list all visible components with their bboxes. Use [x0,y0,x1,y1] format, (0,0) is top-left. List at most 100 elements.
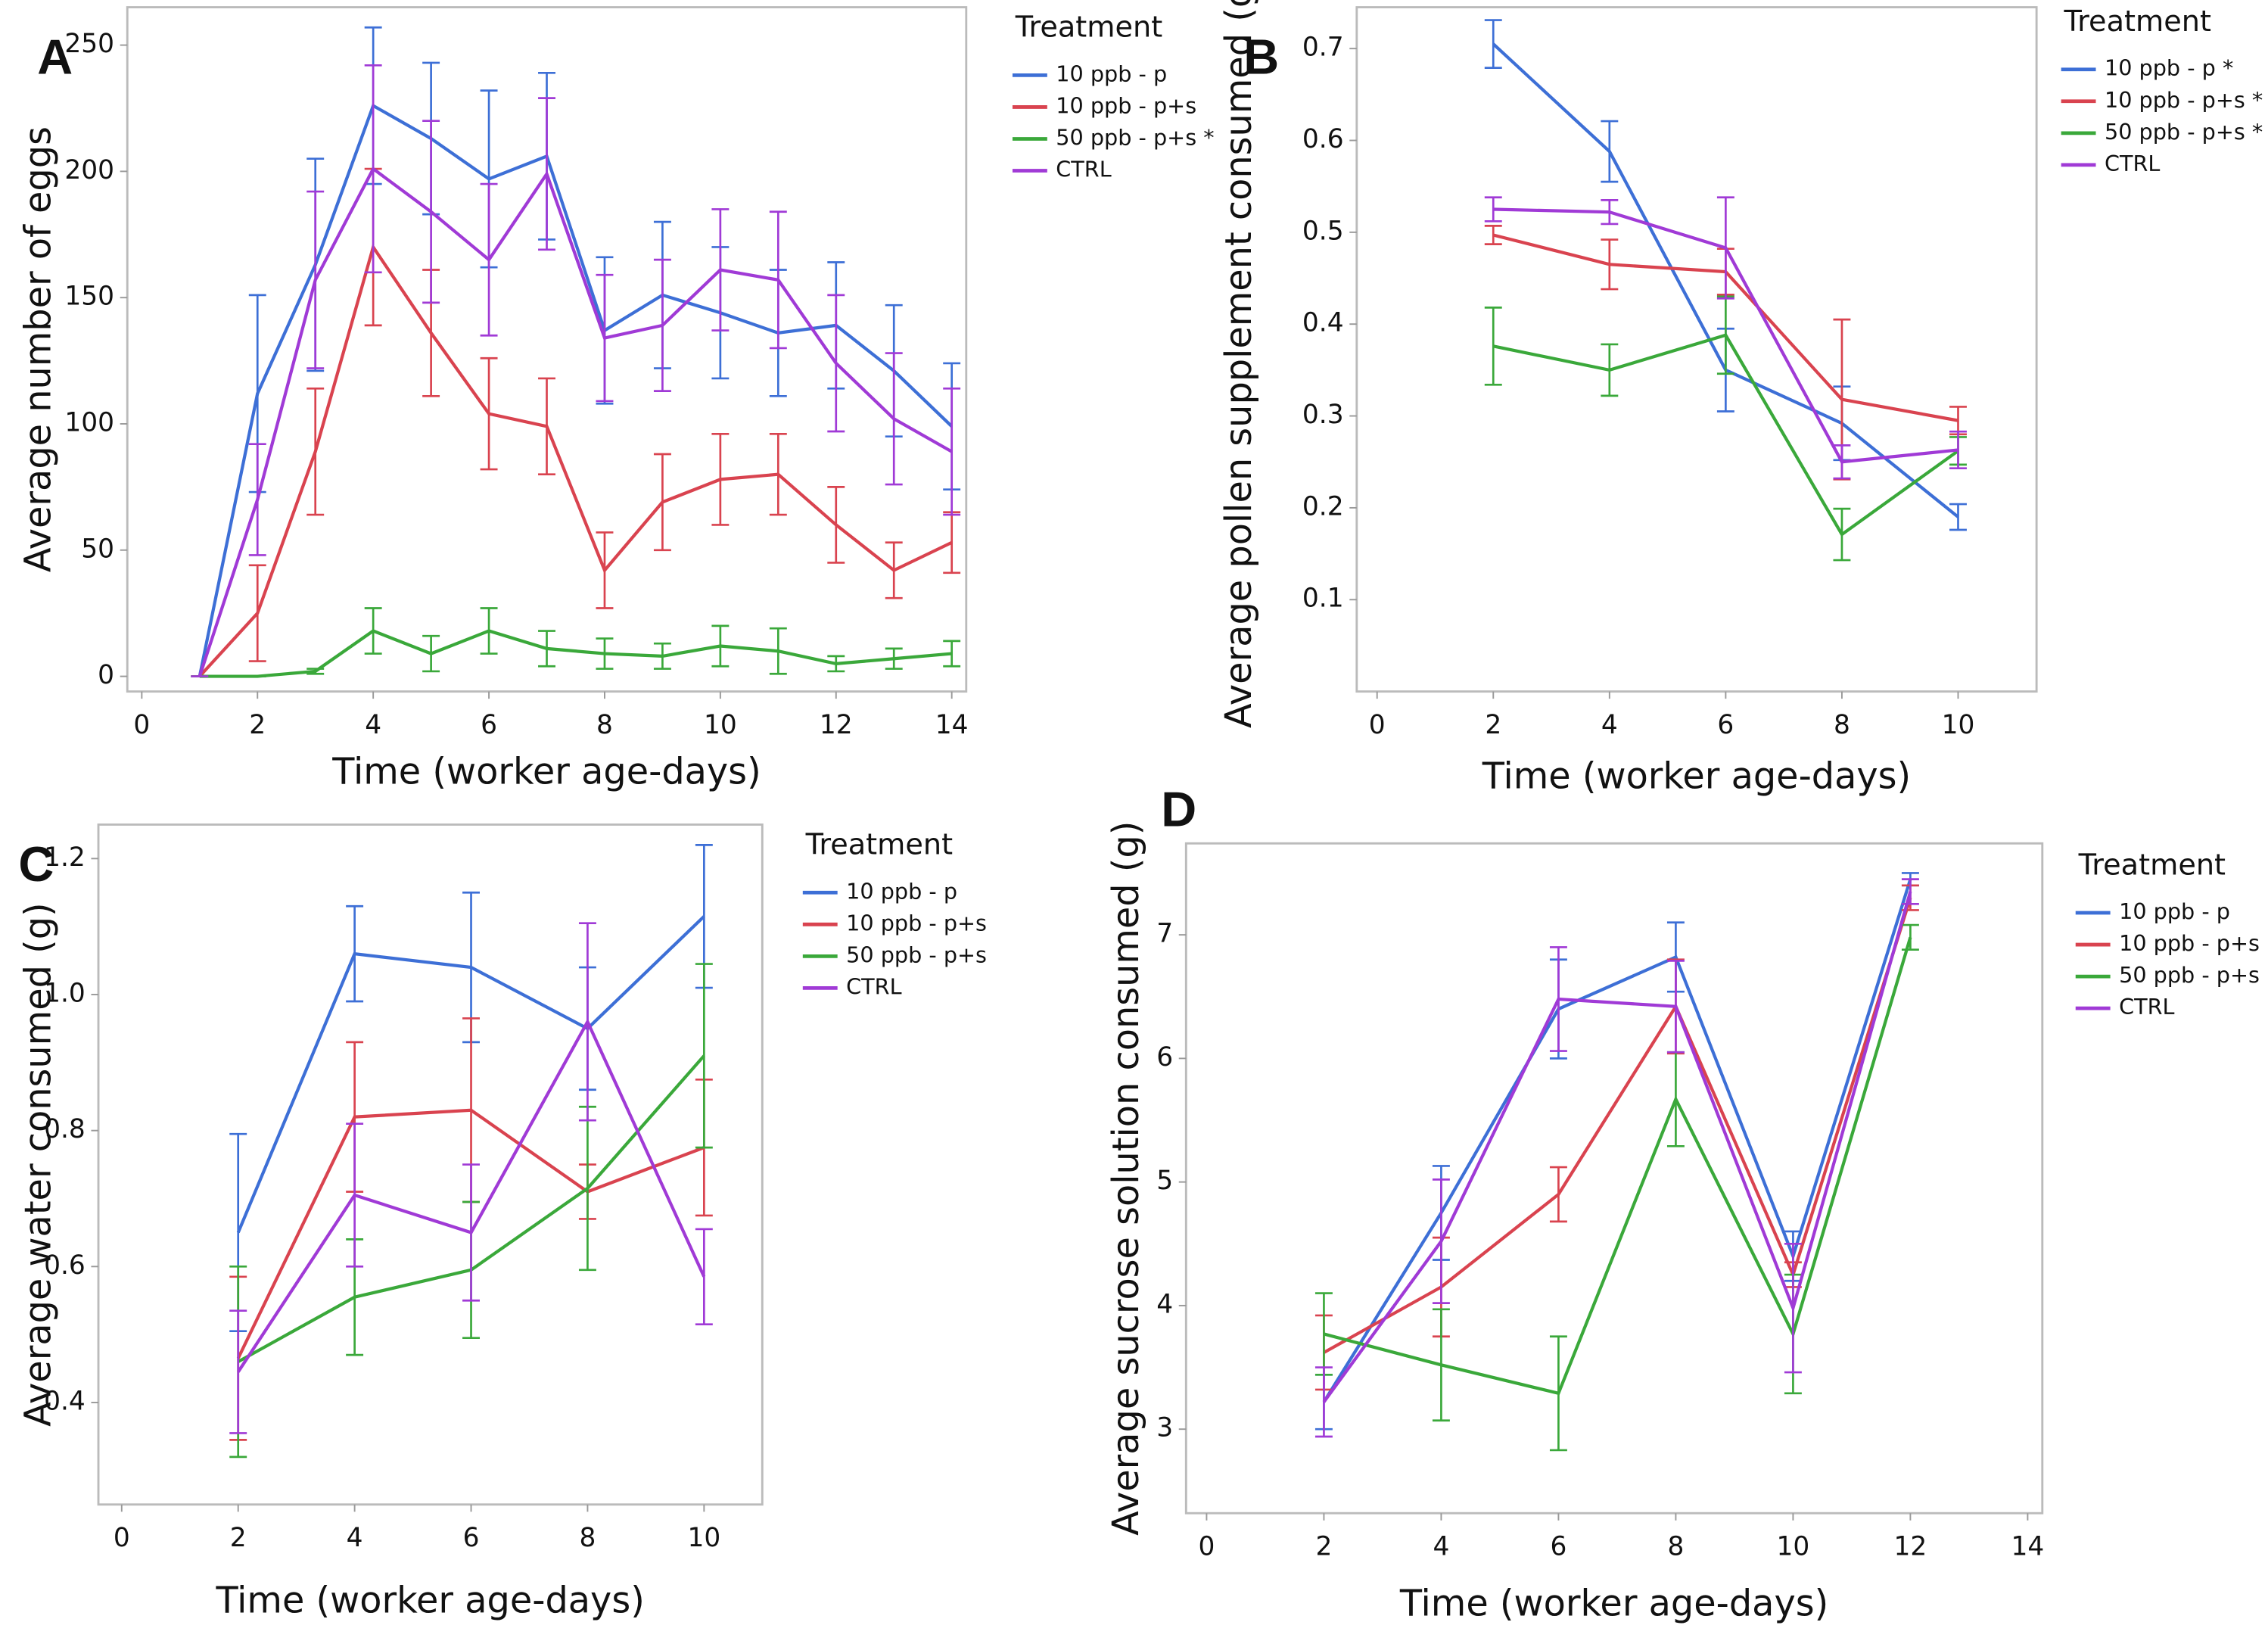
x-tick-label: 0 [1369,710,1386,740]
legend-title: Treatment [1015,11,1162,45]
x-tick-label: 8 [1667,1532,1684,1562]
x-tick-label: 2 [230,1523,247,1553]
error-bar [229,1309,247,1434]
legend-label: 10 ppb - p+s * [2105,87,2263,113]
y-tick-label: 4 [1156,1289,1173,1319]
legend-label: 10 ppb - p+s [1056,92,1196,118]
series-line [199,629,952,678]
x-tick-label: 10 [704,710,737,740]
series-line [1323,936,1912,1396]
legend-label: 50 ppb - p+s * [2105,119,2263,145]
y-tick-label: 3 [1156,1413,1173,1443]
series-line [236,1108,705,1359]
x-tick-label: 10 [1942,710,1975,740]
x-tick-label: 2 [1485,710,1501,740]
y-axis-label: Average number of eggs [18,126,60,572]
legend-label: 10 ppb - p [2119,898,2230,924]
x-axis-label: Time (worker age-days) [1399,1583,1828,1625]
legend-label: 50 ppb - p+s [846,942,987,967]
plot-frame [1355,6,2038,693]
y-axis-label: Average sucrose solution consumed (g) [1106,821,1147,1536]
x-tick-label: 4 [1601,710,1618,740]
x-tick-label: 0 [114,1523,130,1553]
x-tick-label: 10 [1777,1532,1810,1562]
panel-label: D [1161,781,1196,836]
y-axis-label: Average water consumed (g) [18,902,60,1427]
y-tick-label: 0.3 [1302,400,1344,430]
x-tick-label: 10 [687,1523,720,1553]
panel-label: B [1243,29,1279,84]
y-tick-label: 0 [98,660,114,690]
error-bar [1484,225,1502,245]
error-bar [943,387,961,516]
legend-label: CTRL [2105,151,2160,176]
y-tick-label: 5 [1156,1166,1173,1196]
y-tick-label: 50 [81,534,114,564]
series-line [1322,879,1912,1403]
series-line [1322,891,1912,1403]
x-tick-label: 2 [1315,1532,1332,1562]
error-bar [943,640,961,668]
series-line [1323,897,1912,1354]
error-bar [1314,1366,1333,1438]
error-bar [1949,503,1967,531]
y-axis-label: Average pollen supplement consumed (g) [1218,0,1260,728]
y-tick-label: 0.4 [44,1386,86,1416]
error-bar [695,1228,713,1326]
legend-label: 10 ppb - p+s [2119,930,2260,956]
x-tick-label: 6 [1550,1532,1566,1562]
y-tick-label: 0.6 [1302,124,1344,154]
x-tick-label: 0 [1198,1532,1215,1562]
plot-frame [97,824,764,1506]
series-line [1492,333,1959,537]
legend-title: Treatment [2063,5,2210,39]
x-tick-label: 14 [935,710,969,740]
x-tick-label: 4 [1433,1532,1449,1562]
legend-label: 50 ppb - p+s * [1056,124,1214,150]
series-line [1493,207,1958,464]
y-tick-label: 200 [64,155,114,185]
y-tick-label: 0.5 [1302,216,1344,246]
series-line [198,243,953,678]
x-tick-label: 12 [820,710,853,740]
error-bar [1484,196,1502,223]
error-bar [1901,878,1919,905]
panel-label: C [18,836,54,892]
x-tick-label: 6 [463,1523,480,1553]
legend-title: Treatment [2078,848,2226,882]
y-tick-label: 1.0 [44,979,86,1009]
plot-frame [126,6,968,693]
y-tick-label: 7 [1156,919,1173,949]
series-line [198,166,953,677]
x-axis-label: Time (worker age-days) [1482,755,1911,797]
y-tick-label: 1.2 [44,842,86,873]
x-tick-label: 6 [481,710,497,740]
legend-label: 10 ppb - p * [2105,55,2233,81]
y-tick-label: 250 [64,29,114,59]
legend-label: 50 ppb - p+s [2119,962,2260,988]
y-tick-label: 6 [1156,1042,1173,1073]
x-axis-label: Time (worker age-days) [215,1580,644,1622]
y-tick-label: 150 [64,282,114,312]
x-tick-label: 8 [1834,710,1850,740]
legend-label: CTRL [1056,157,1111,182]
x-tick-label: 4 [347,1523,363,1553]
series-line [236,1018,706,1373]
error-bar [1484,307,1502,386]
x-tick-label: 8 [596,710,613,740]
y-tick-label: 0.8 [44,1114,86,1144]
legend-label: CTRL [846,973,901,999]
x-tick-label: 0 [133,710,150,740]
x-tick-label: 12 [1894,1532,1927,1562]
legend-label: 10 ppb - p [846,878,957,904]
x-tick-label: 4 [365,710,381,740]
x-tick-label: 14 [2011,1532,2045,1562]
error-bar [943,511,961,574]
x-tick-label: 2 [249,710,266,740]
x-tick-label: 8 [579,1523,596,1553]
error-bar [1901,923,1919,951]
plot-frame [1184,842,2044,1515]
legend-label: CTRL [2119,994,2174,1020]
